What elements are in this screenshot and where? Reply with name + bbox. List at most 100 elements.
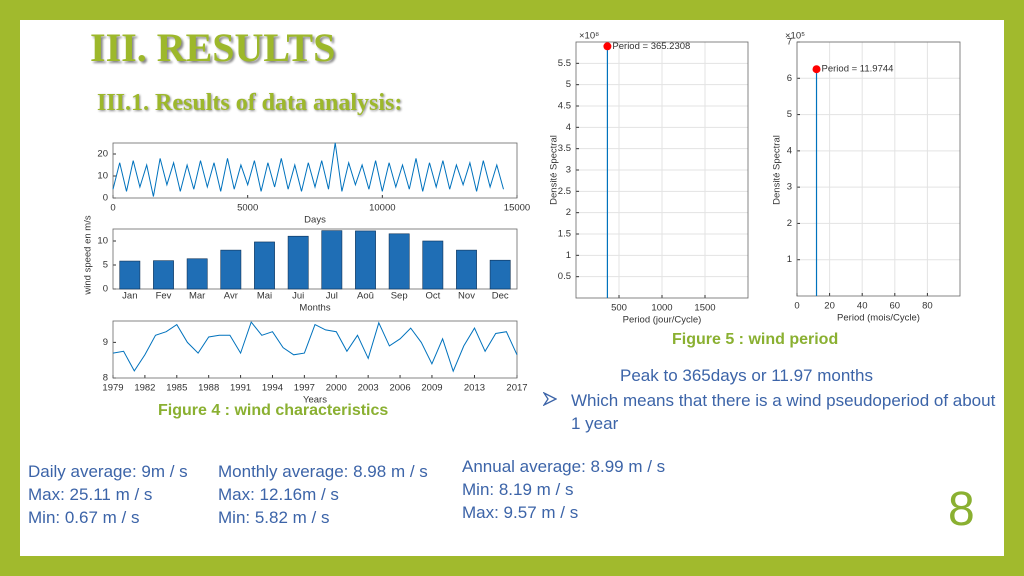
x-tick-label: Fev xyxy=(156,291,172,302)
y-tick-label: 20 xyxy=(97,149,108,160)
stat-line: Min: 8.19 m / s xyxy=(462,480,574,499)
bar xyxy=(186,258,208,290)
y-tick-label: 0 xyxy=(103,284,108,295)
x-tick-label: 1994 xyxy=(262,383,283,394)
x-tick-label: 1500 xyxy=(694,303,715,314)
x-tick-label: 1982 xyxy=(134,383,155,394)
x-axis-label: Days xyxy=(304,215,326,226)
bar xyxy=(153,260,174,290)
stats-block: Monthly average: 8.98 m / s Max: 12.16m … xyxy=(218,460,428,529)
data-line xyxy=(112,142,504,197)
bullet-arrow xyxy=(543,392,557,406)
bar xyxy=(254,241,275,290)
x-tick-label: Oct xyxy=(425,291,440,302)
x-tick-label: 5000 xyxy=(237,203,258,214)
y-multiplier: ×10⁸ xyxy=(579,31,599,42)
x-tick-label: Sep xyxy=(391,291,408,302)
stat-line: Daily average: 9m / s xyxy=(28,462,188,481)
annotation: Period = 11.9744 xyxy=(822,64,894,75)
annotation: Period = 365.2308 xyxy=(612,41,690,52)
x-tick-label: 2000 xyxy=(326,383,347,394)
x-tick-label: 1997 xyxy=(294,383,315,394)
y-tick-label: 10 xyxy=(97,236,108,247)
y-tick-label: 2 xyxy=(566,207,571,218)
bar xyxy=(388,233,410,290)
y-axis-label: wind speed en m/s xyxy=(83,215,94,295)
bar xyxy=(321,230,343,290)
stat-line: Max: 25.11 m / s xyxy=(28,485,153,504)
page-number: 8 xyxy=(948,483,975,536)
x-tick-label: 0 xyxy=(794,301,799,312)
x-axis-label: Period (mois/Cycle) xyxy=(837,313,920,324)
y-tick-label: 5 xyxy=(566,79,571,90)
x-tick-label: Mar xyxy=(189,291,205,302)
bar xyxy=(287,235,309,290)
x-tick-label: 1000 xyxy=(651,303,672,314)
x-tick-label: 2009 xyxy=(421,383,442,394)
figure-caption: Figure 5 : wind period xyxy=(672,331,839,348)
x-tick-label: 2013 xyxy=(464,383,485,394)
stat-line: Max: 9.57 m / s xyxy=(462,503,579,522)
bullet-text: Which means that there is a wind pseudop… xyxy=(571,391,996,433)
bar xyxy=(456,249,477,290)
x-tick-label: Jul xyxy=(326,291,338,302)
plot-frame xyxy=(112,320,518,379)
x-tick-label: 1991 xyxy=(230,383,251,394)
y-tick-label: 5 xyxy=(103,260,108,271)
y-tick-label: 6 xyxy=(787,73,792,84)
y-tick-label: 1 xyxy=(566,250,571,261)
peak-marker xyxy=(812,65,821,74)
stats-block: Daily average: 9m / s Max: 25.11 m / s M… xyxy=(28,460,188,529)
x-tick-label: 2003 xyxy=(358,383,379,394)
x-tick-label: Dec xyxy=(492,291,509,302)
y-axis-label: Densité Spectral xyxy=(549,135,560,205)
slide-title: III. RESULTS xyxy=(90,25,336,70)
y-axis-label: Densité Spectral xyxy=(772,135,783,205)
y-tick-label: 9 xyxy=(103,337,108,348)
x-tick-label: 1988 xyxy=(198,383,219,394)
stats-block: Annual average: 8.99 m / s Min: 8.19 m /… xyxy=(462,455,665,524)
x-tick-label: 1985 xyxy=(166,383,187,394)
stat-line: Min: 5.82 m / s xyxy=(218,508,330,527)
x-tick-label: 500 xyxy=(611,303,627,314)
peak-marker xyxy=(603,42,612,51)
slide: III. RESULTS III.1. Results of data anal… xyxy=(20,20,1004,556)
stat-line: Monthly average: 8.98 m / s xyxy=(218,462,428,481)
plot-frame xyxy=(112,228,518,290)
bar xyxy=(422,240,444,290)
y-tick-label: 7 xyxy=(787,37,792,48)
y-tick-label: 1.5 xyxy=(558,229,571,240)
plot-frame xyxy=(575,41,749,299)
y-tick-label: 0.5 xyxy=(558,271,571,282)
x-axis-label: Years xyxy=(303,395,327,406)
peak-text: Peak to 365days or 11.97 months xyxy=(620,366,873,385)
x-tick-label: 1979 xyxy=(102,383,123,394)
y-tick-label: 1 xyxy=(787,254,792,265)
stat-line: Max: 12.16m / s xyxy=(218,485,339,504)
y-tick-label: 2 xyxy=(787,218,792,229)
x-tick-label: Jan xyxy=(122,291,137,302)
y-tick-label: 4 xyxy=(566,122,571,133)
x-tick-label: Mai xyxy=(257,291,272,302)
x-tick-label: 20 xyxy=(824,301,835,312)
x-tick-label: 15000 xyxy=(504,203,530,214)
bar xyxy=(355,230,376,290)
x-tick-label: Aoû xyxy=(357,291,374,302)
y-tick-label: 3 xyxy=(787,182,792,193)
y-tick-label: 10 xyxy=(97,171,108,182)
stat-line: Annual average: 8.99 m / s xyxy=(462,457,666,476)
x-tick-label: Nov xyxy=(458,291,475,302)
x-tick-label: 2017 xyxy=(506,383,527,394)
x-tick-label: 2006 xyxy=(389,383,410,394)
y-tick-label: 2.5 xyxy=(558,186,571,197)
slide-subtitle: III.1. Results of data analysis: xyxy=(97,90,403,116)
x-tick-label: 40 xyxy=(857,301,868,312)
y-tick-label: 3.5 xyxy=(558,143,571,154)
y-tick-label: 3 xyxy=(566,165,571,176)
bar xyxy=(489,259,511,290)
plot-frame xyxy=(796,41,961,297)
y-tick-label: 0 xyxy=(103,193,108,204)
bar xyxy=(220,249,242,290)
x-axis-label: Period (jour/Cycle) xyxy=(623,315,702,326)
x-tick-label: Jui xyxy=(292,291,304,302)
